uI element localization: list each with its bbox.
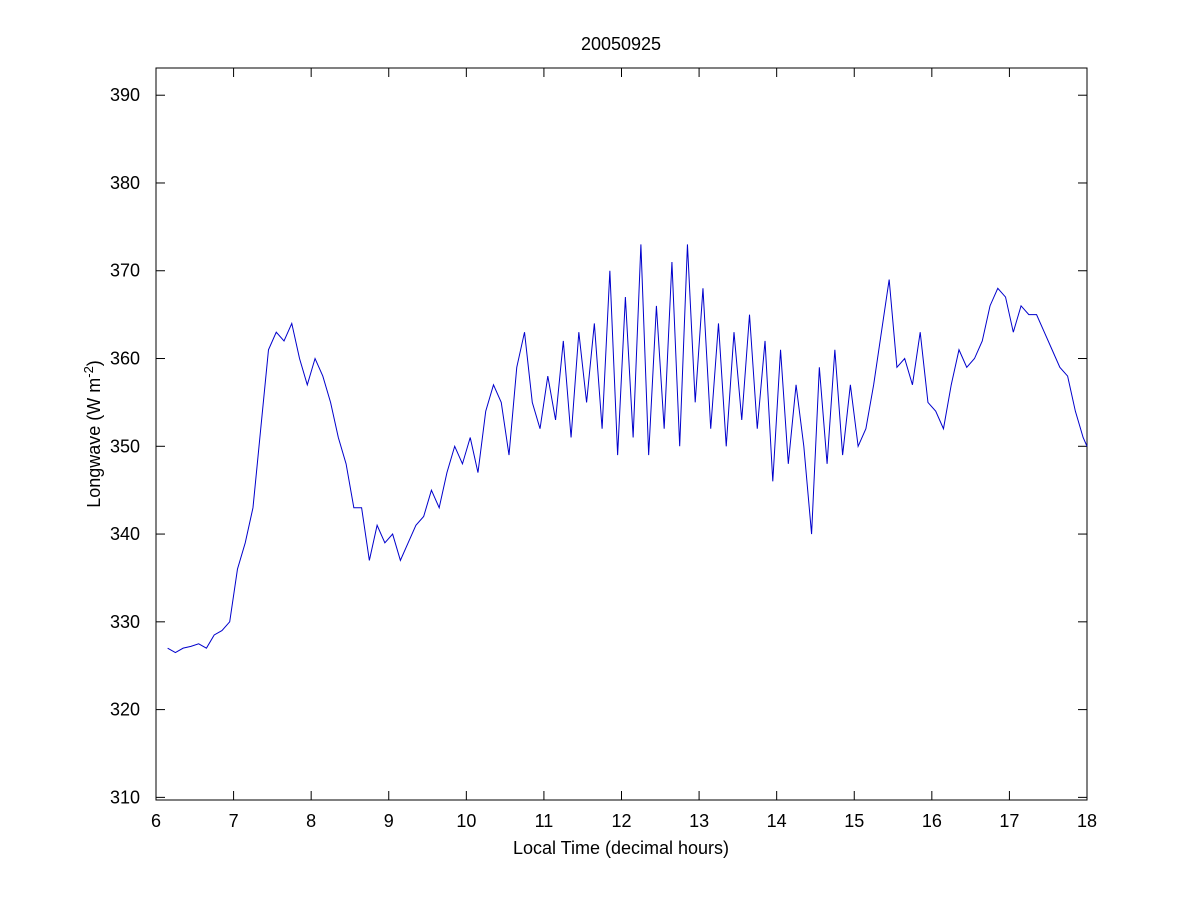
- x-tick-label: 7: [229, 811, 239, 831]
- x-tick-label: 14: [767, 811, 787, 831]
- y-tick-label: 310: [110, 787, 140, 807]
- y-tick-label: 360: [110, 349, 140, 369]
- x-tick-label: 11: [535, 811, 554, 831]
- data-line: [167, 244, 1088, 654]
- x-tick-label: 9: [384, 811, 394, 831]
- y-tick-label: 340: [110, 524, 140, 544]
- y-tick-label: 350: [110, 436, 140, 456]
- y-label-end: ): [84, 360, 104, 366]
- x-tick-label: 10: [456, 811, 476, 831]
- x-tick-label: 16: [922, 811, 942, 831]
- chart-title: 20050925: [581, 34, 661, 54]
- x-tick-label: 18: [1077, 811, 1097, 831]
- y-tick-label: 380: [110, 173, 140, 193]
- x-tick-label: 6: [151, 811, 161, 831]
- y-tick-label: 330: [110, 612, 140, 632]
- x-tick-label: 17: [999, 811, 1019, 831]
- y-tick-label: 320: [110, 700, 140, 720]
- y-label-text: Longwave (W m: [84, 378, 104, 508]
- y-tick-label: 370: [110, 261, 140, 281]
- x-axis-label: Local Time (decimal hours): [513, 838, 729, 858]
- plot-area: [155, 67, 1088, 801]
- x-tick-label: 13: [689, 811, 709, 831]
- x-tick-label: 15: [844, 811, 864, 831]
- x-tick-label: 12: [611, 811, 631, 831]
- y-label-sup: -2: [81, 366, 96, 378]
- y-axis-label: Longwave (W m-2): [81, 360, 105, 508]
- x-tick-label: 8: [306, 811, 316, 831]
- y-tick-label: 390: [110, 85, 140, 105]
